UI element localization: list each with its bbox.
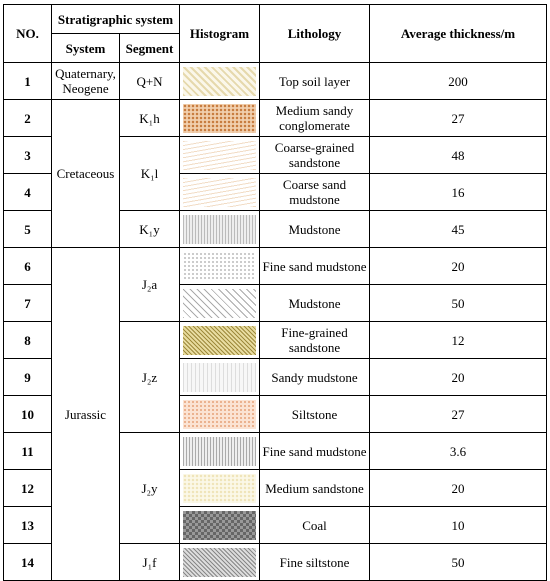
lithology-pattern <box>183 510 256 540</box>
layer-no: 10 <box>3 395 52 433</box>
segment-name: J₁f <box>119 543 180 581</box>
layer-row: 5 K₁y Mudstone 45 <box>3 210 547 248</box>
lithology-pattern <box>183 288 256 318</box>
layer-no: 7 <box>3 284 52 322</box>
strata-table: NO. Stratigraphic system Histogram Litho… <box>3 4 547 581</box>
segment-name: K₁l <box>119 136 180 211</box>
lithology-pattern <box>183 547 256 577</box>
system-name: Jurassic <box>51 247 120 581</box>
header-no: NO. <box>3 4 52 63</box>
thickness: 27 <box>369 99 547 137</box>
lithology: Coarse-grained sandstone <box>259 136 370 174</box>
thickness: 16 <box>369 173 547 211</box>
layer-row: 1 Quaternary, Neogene Q+N Top soil layer 200 <box>3 62 547 100</box>
histogram-cell <box>179 99 260 137</box>
layer-row: 11 J₂y Fine sand mudstone 3.6 <box>3 432 547 544</box>
layer-no: 4 <box>3 173 52 211</box>
lithology: Coarse sand mudstone <box>259 173 370 211</box>
layer-no: 3 <box>3 136 52 174</box>
lithology: Siltstone <box>259 395 370 433</box>
layer-no: 8 <box>3 321 52 359</box>
header-segment: Segment <box>119 33 180 63</box>
layer-row: 2 Cretaceous K₁h Medium sandy conglomerate 2… <box>3 99 547 248</box>
histogram-cell <box>179 284 260 322</box>
segment-name: K₁h <box>119 99 180 137</box>
lithology: Sandy mudstone <box>259 358 370 396</box>
table-body: 1 Quaternary, Neogene Q+N Top soil layer 200… <box>3 62 547 581</box>
header-strat: Stratigraphic system <box>51 4 180 34</box>
histogram-cell <box>179 395 260 433</box>
segment-name: J₂y <box>119 432 180 544</box>
system-name: Quaternary, Neogene <box>51 62 120 100</box>
thickness: 50 <box>369 284 547 322</box>
histogram-cell <box>179 432 260 470</box>
lithology-pattern <box>183 399 256 429</box>
lithology-pattern <box>183 473 256 503</box>
histogram-cell <box>179 136 260 174</box>
lithology: Mudstone <box>259 284 370 322</box>
segment-name: J₂a <box>119 247 180 322</box>
layer-no: 5 <box>3 210 52 248</box>
segment-name: K₁y <box>119 210 180 248</box>
system-name: Cretaceous <box>51 99 120 248</box>
layer-no: 11 <box>3 432 52 470</box>
layer-row: 6 Jurassic J₂a Fine sand mudstone 20 <box>3 247 547 581</box>
thickness: 45 <box>369 210 547 248</box>
layer-no: 6 <box>3 247 52 285</box>
histogram-cell <box>179 506 260 544</box>
thickness: 27 <box>369 395 547 433</box>
page: NO. Stratigraphic system Histogram Litho… <box>0 4 550 581</box>
histogram-cell <box>179 210 260 248</box>
lithology: Fine-grained sandstone <box>259 321 370 359</box>
layer-no: 2 <box>3 99 52 137</box>
thickness: 12 <box>369 321 547 359</box>
segment-name: J₂z <box>119 321 180 433</box>
lithology: Fine sand mudstone <box>259 432 370 470</box>
header-system: System <box>51 33 120 63</box>
header-histogram: Histogram <box>179 4 260 63</box>
lithology: Fine siltstone <box>259 543 370 581</box>
lithology: Mudstone <box>259 210 370 248</box>
histogram-cell <box>179 543 260 581</box>
layer-row: 10 Siltstone 27 <box>3 395 547 433</box>
segment-name: Q+N <box>119 62 180 100</box>
histogram-cell <box>179 247 260 285</box>
lithology: Top soil layer <box>259 62 370 100</box>
histogram-cell <box>179 173 260 211</box>
lithology: Medium sandy conglomerate <box>259 99 370 137</box>
layer-row: 4 Coarse sand mudstone 16 <box>3 173 547 211</box>
header-thickness: Average thickness/m <box>369 4 547 63</box>
thickness: 48 <box>369 136 547 174</box>
thickness: 10 <box>369 506 547 544</box>
lithology-pattern <box>183 66 256 96</box>
thickness: 20 <box>369 358 547 396</box>
layer-row: 7 Mudstone 50 <box>3 284 547 322</box>
thickness: 3.6 <box>369 432 547 470</box>
layer-no: 12 <box>3 469 52 507</box>
lithology-pattern <box>183 140 256 170</box>
lithology-pattern <box>183 103 256 133</box>
lithology: Coal <box>259 506 370 544</box>
layer-no: 1 <box>3 62 52 100</box>
histogram-cell <box>179 62 260 100</box>
layer-no: 9 <box>3 358 52 396</box>
histogram-cell <box>179 469 260 507</box>
histogram-cell <box>179 358 260 396</box>
lithology: Fine sand mudstone <box>259 247 370 285</box>
lithology-pattern <box>183 436 256 466</box>
layer-no: 14 <box>3 543 52 581</box>
lithology: Medium sandstone <box>259 469 370 507</box>
header-lithology: Lithology <box>259 4 370 63</box>
lithology-pattern <box>183 251 256 281</box>
thickness: 50 <box>369 543 547 581</box>
layer-no: 13 <box>3 506 52 544</box>
thickness: 200 <box>369 62 547 100</box>
lithology-pattern <box>183 177 256 207</box>
lithology-pattern <box>183 362 256 392</box>
thickness: 20 <box>369 469 547 507</box>
thickness: 20 <box>369 247 547 285</box>
lithology-pattern <box>183 325 256 355</box>
lithology-pattern <box>183 214 256 244</box>
histogram-cell <box>179 321 260 359</box>
